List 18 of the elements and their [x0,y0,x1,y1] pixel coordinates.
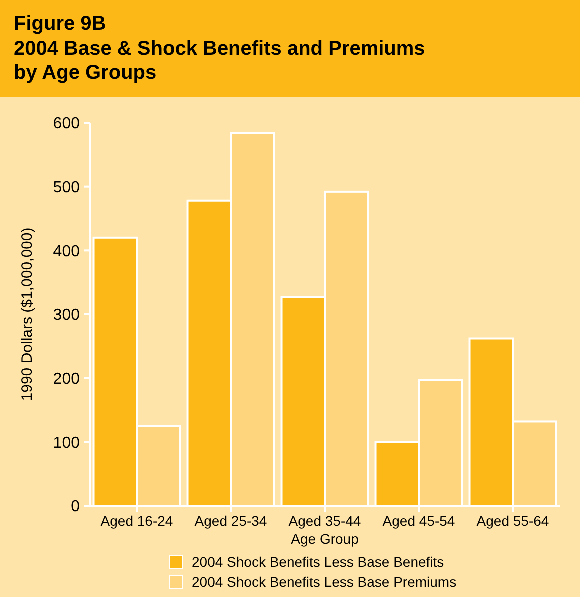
y-tick-label: 100 [53,434,80,452]
chart-title: Figure 9B [14,13,106,35]
y-axis-title: 1990 Dollars ($1,000,000) [19,228,36,402]
y-tick-label: 300 [53,307,80,324]
x-tick-label: Aged 35-44 [288,513,362,529]
x-tick-label: Aged 25-34 [194,513,268,529]
x-axis-title: Age Group [291,531,360,547]
y-tick-label: 0 [71,498,80,516]
x-tick-label: Aged 55-64 [476,513,550,529]
x-tick-label: Aged 45-54 [382,513,456,529]
x-tick-label: Aged 16-24 [100,513,174,529]
legend-label: 2004 Shock Benefits Less Base Benefits [192,554,444,570]
y-tick-label: 400 [53,243,80,260]
legend-label: 2004 Shock Benefits Less Base Premiums [192,574,457,590]
y-tick-label: 600 [53,116,80,133]
chart-subtitle: 2004 Base & Shock Benefits and Premiums by Age Groups [14,38,426,84]
y-tick-label: 500 [53,179,80,196]
y-tick-label: 200 [53,370,80,388]
